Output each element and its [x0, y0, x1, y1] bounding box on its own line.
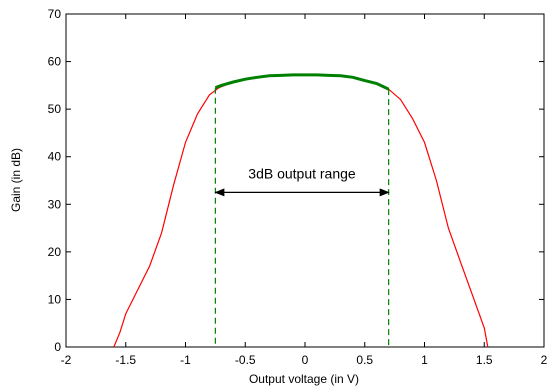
- x-tick-label: 1: [421, 353, 428, 367]
- x-axis-label: Output voltage (in V): [249, 372, 359, 386]
- x-tick-label: 0.5: [356, 353, 373, 367]
- y-tick-label: 70: [48, 7, 62, 21]
- x-tick-label: -0.5: [235, 353, 256, 367]
- x-tick-label: -2: [61, 353, 72, 367]
- x-tick-label: 0: [302, 353, 309, 367]
- x-tick-label: -1: [180, 353, 191, 367]
- x-tick-label: 2: [541, 353, 548, 367]
- gain-curve: [113, 74, 489, 348]
- x-tick-label: 1.5: [476, 353, 493, 367]
- y-tick-label: 60: [48, 55, 62, 69]
- y-tick-label: 0: [54, 340, 61, 354]
- y-tick-label: 10: [48, 292, 62, 306]
- y-tick-label: 40: [48, 150, 62, 164]
- y-tick-label: 50: [48, 102, 62, 116]
- range-annotation: 3dB output range: [248, 165, 356, 181]
- y-tick-label: 20: [48, 245, 62, 259]
- range-curve: [214, 73, 390, 91]
- y-axis-label: Gain (in dB): [9, 148, 23, 212]
- x-tick-label: -1.5: [115, 353, 136, 367]
- y-tick-label: 30: [48, 197, 62, 211]
